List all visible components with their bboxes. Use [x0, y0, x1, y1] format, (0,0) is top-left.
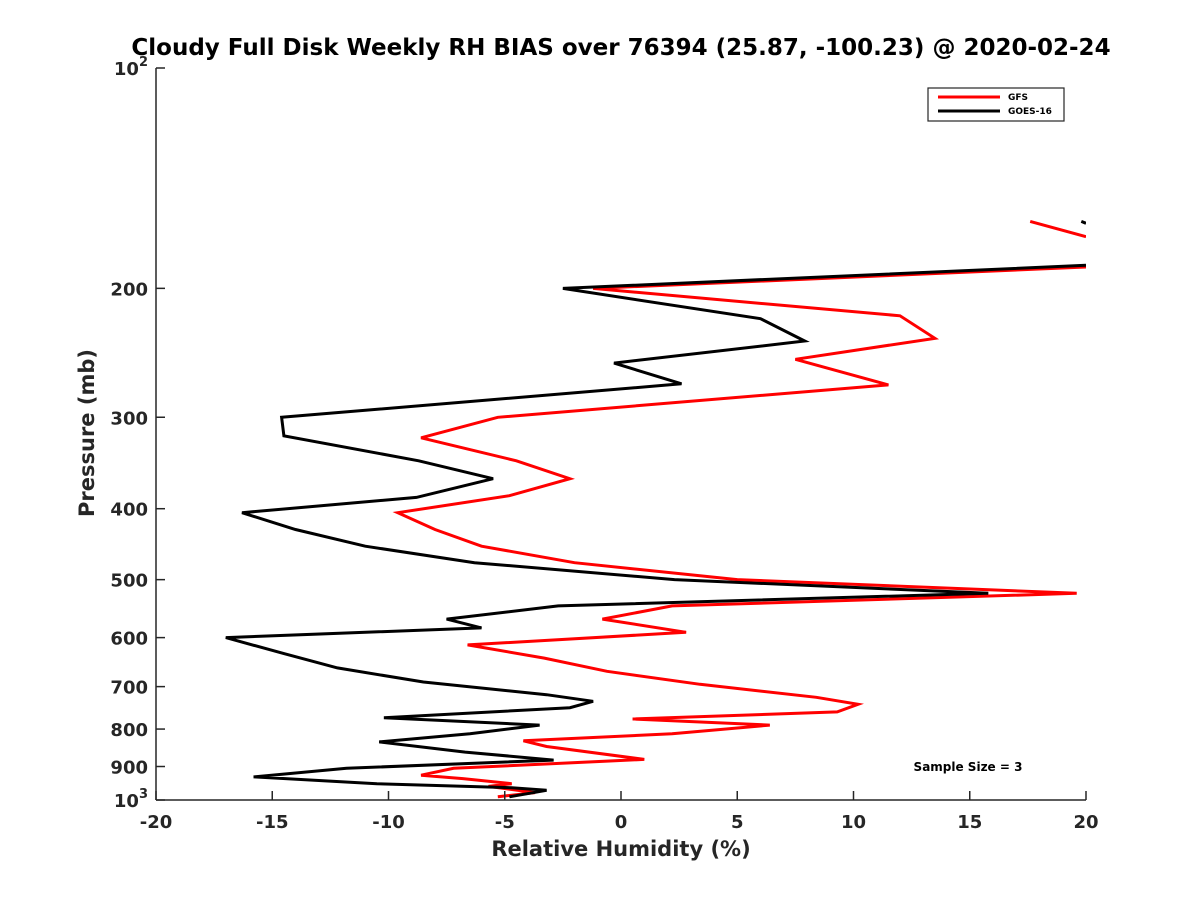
legend-label: GOES-16 — [1008, 107, 1052, 117]
chart-title: Cloudy Full Disk Weekly RH BIAS over 763… — [131, 35, 1110, 61]
y-tick-label: 800 — [110, 720, 148, 741]
y-tick-label: 103 — [114, 787, 148, 812]
legend-box — [927, 87, 1065, 122]
x-tick-label: 10 — [841, 812, 866, 833]
y-tick-label: 600 — [110, 629, 148, 650]
y-tick-label: 200 — [110, 279, 148, 300]
y-tick-label: 900 — [110, 758, 148, 779]
x-tick-label: -5 — [495, 812, 515, 833]
series-line-gfs-1 — [392, 265, 1086, 799]
y-tick-label: 700 — [110, 678, 148, 699]
series-gfs — [392, 219, 1086, 799]
x-tick-label: 0 — [615, 812, 628, 833]
x-tick-label: 15 — [957, 812, 982, 833]
series-line-gfs-0 — [1029, 219, 1086, 239]
legend: GFS GOES-16 — [927, 87, 1065, 122]
y-tick-label: 102 — [114, 55, 148, 80]
series-goes-16 — [225, 220, 1086, 799]
legend-label: GFS — [1008, 93, 1028, 103]
x-tick-label: -10 — [372, 812, 405, 833]
x-tick-label: -15 — [256, 812, 289, 833]
series-line-goes-16-1 — [225, 263, 1086, 799]
plot-area — [225, 219, 1086, 799]
y-tick-label: 500 — [110, 571, 148, 592]
x-axis: -20 -15 -10 -5 0 5 10 15 20 — [140, 791, 1099, 833]
sample-size-annotation: Sample Size = 3 — [914, 760, 1023, 774]
y-tick-label: 300 — [110, 408, 148, 429]
y-axis-label: Pressure (mb) — [75, 349, 99, 517]
x-tick-label: -20 — [140, 812, 173, 833]
y-tick-label: 400 — [110, 500, 148, 521]
x-axis-label: Relative Humidity (%) — [491, 837, 750, 861]
y-axis: 102 200 300 400 500 600 700 800 900 103 — [110, 55, 165, 812]
x-tick-label: 20 — [1073, 812, 1098, 833]
x-tick-label: 5 — [731, 812, 744, 833]
series-line-goes-16-0 — [1080, 220, 1086, 225]
